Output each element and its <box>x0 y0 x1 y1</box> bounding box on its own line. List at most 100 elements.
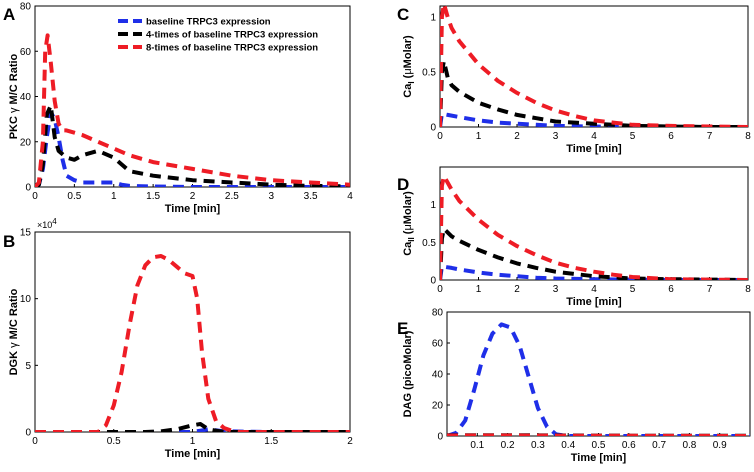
x-tick-label: 1.5 <box>264 436 278 447</box>
series-line-2 <box>35 103 350 187</box>
x-tick-label: 7 <box>707 131 713 142</box>
y-tick-label: 0 <box>437 432 443 443</box>
y-tick-label: 0.5 <box>422 68 436 79</box>
x-tick-label: 1 <box>476 284 482 295</box>
legend: baseline TRPC3 expression 4-times of base… <box>118 17 318 54</box>
series-line-3 <box>440 4 748 127</box>
x-axis-label: Time [min] <box>571 452 627 464</box>
series-group <box>35 33 350 187</box>
x-tick-label: 0 <box>437 131 443 142</box>
y-axis-label: CaII (μMolar) <box>402 191 416 256</box>
x-tick-label: 1.5 <box>146 191 160 202</box>
legend-entry: 4-times of baseline TRPC3 expression <box>146 30 318 41</box>
x-tick-label: 3 <box>553 284 559 295</box>
series-line-1 <box>440 111 748 127</box>
y-tick-label: 40 <box>20 92 32 103</box>
y-tick-label: 5 <box>25 361 31 372</box>
legend-entry: 8-times of baseline TRPC3 expression <box>146 43 318 54</box>
x-tick-label: 0.9 <box>713 440 727 451</box>
x-tick-label: 3.5 <box>304 191 318 202</box>
x-tick-label: 0.8 <box>682 440 696 451</box>
series-line-2 <box>440 59 748 127</box>
plot-frame <box>446 311 751 437</box>
x-tick-label: 4 <box>591 284 597 295</box>
x-axis-label: Time [min] <box>566 143 622 155</box>
x-tick-label: 2 <box>514 131 520 142</box>
series-line-3 <box>35 254 350 432</box>
legend-entry: baseline TRPC3 expression <box>146 17 271 28</box>
x-tick-label: 2 <box>190 191 196 202</box>
series-group <box>35 254 350 432</box>
panel-label: D <box>397 175 409 194</box>
y-tick-label: 40 <box>432 370 444 381</box>
x-tick-label: 2 <box>347 436 353 447</box>
x-tick-label: 4 <box>591 131 597 142</box>
x-tick-label: 1 <box>476 131 482 142</box>
y-tick-label: 0.5 <box>422 238 436 249</box>
series-line-1 <box>35 427 350 432</box>
x-axis-label: Time [min] <box>566 296 622 308</box>
series-line-3 <box>440 174 748 280</box>
panel-label: E <box>397 319 408 338</box>
y-tick-label: 1 <box>430 13 436 24</box>
x-tick-label: 8 <box>745 131 751 142</box>
y-tick-label: 0 <box>25 428 31 439</box>
x-axis-label: Time [min] <box>165 448 221 460</box>
panel-label: C <box>397 5 409 24</box>
y-tick-label: 0 <box>430 123 436 134</box>
y-tick-label: 60 <box>432 339 444 350</box>
x-tick-label: 0.2 <box>501 440 515 451</box>
x-tick-label: 0.7 <box>652 440 666 451</box>
x-tick-label: 5 <box>630 131 636 142</box>
x-tick-label: 0.5 <box>592 440 606 451</box>
y-tick-label: 20 <box>20 137 32 148</box>
panel-d: 0 1 2 3 4 5 6 7 8 0 0.5 1 Time [min] CaII (μMolar)D <box>397 166 751 308</box>
series-group <box>447 322 750 436</box>
series-line-3 <box>35 33 350 187</box>
x-tick-label: 0.5 <box>107 436 121 447</box>
x-tick-label: 6 <box>668 131 674 142</box>
y-tick-label: 15 <box>20 228 32 239</box>
x-tick-label: 0.4 <box>561 440 575 451</box>
x-tick-label: 3 <box>268 191 274 202</box>
y-axis-label: CaI (μMolar) <box>402 35 416 98</box>
panel-c: 0 1 2 3 4 5 6 7 8 0 0.5 1 Time [min] CaI (μMolar) C <box>397 4 751 155</box>
x-tick-label: 0.6 <box>622 440 636 451</box>
y-tick-label: 80 <box>432 308 444 319</box>
y-tick-label: 0 <box>25 183 31 194</box>
x-tick-label: 0.1 <box>470 440 484 451</box>
y-axis-label: DGK γ M/C Ratio <box>8 288 20 375</box>
x-tick-label: 2.5 <box>225 191 239 202</box>
series-line-3 <box>447 433 750 436</box>
series-group <box>440 174 748 280</box>
x-tick-label: 1 <box>190 436 196 447</box>
y-axis-label: DAG (picoMolar) <box>402 330 414 417</box>
y-axis-exponent: ×104 <box>37 217 57 230</box>
y-tick-label: 1 <box>430 200 436 211</box>
x-tick-label: 0 <box>32 191 38 202</box>
y-tick-label: 10 <box>20 294 32 305</box>
y-tick-label: 60 <box>20 47 32 58</box>
x-tick-label: 7 <box>707 284 713 295</box>
y-tick-label: 80 <box>20 2 32 13</box>
series-group <box>440 4 748 127</box>
panel-e: 0.1 0.2 0.3 0.4 0.5 0.6 0.7 0.8 0.9 0 20 40 60 80 Time… <box>397 308 751 464</box>
x-tick-label: 3 <box>553 131 559 142</box>
x-axis-label: Time [min] <box>165 203 221 215</box>
x-tick-label: 5 <box>630 284 636 295</box>
series-line-1 <box>35 110 350 187</box>
panel-b: 0 0.5 1 1.5 2 0 5 10 15 ×104 Time [min] DGK γ M/C R… <box>3 217 353 460</box>
series-line-1 <box>447 322 750 436</box>
series-line-2 <box>440 226 748 280</box>
x-tick-label: 0 <box>437 284 443 295</box>
x-tick-label: 6 <box>668 284 674 295</box>
y-axis-label: PKC γ M/C Ratio <box>8 53 20 139</box>
plot-frame <box>34 231 351 433</box>
y-tick-label: 0 <box>430 276 436 287</box>
panel-label: A <box>3 5 15 24</box>
x-tick-label: 0.3 <box>531 440 545 451</box>
x-tick-label: 0 <box>32 436 38 447</box>
x-tick-label: 2 <box>514 284 520 295</box>
